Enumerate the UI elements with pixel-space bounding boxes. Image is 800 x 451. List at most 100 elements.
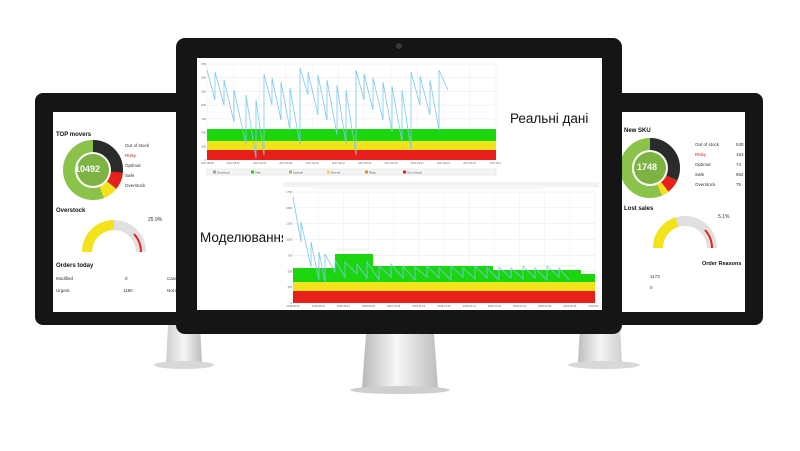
modeling-label: Моделювання	[200, 230, 289, 245]
x-tick-label: 2017.09.24	[437, 161, 451, 165]
new-sku-donut	[620, 138, 680, 198]
center-screen: 1750 1500 1250 1000 750 500 250 0 2017.08.28 201…	[197, 58, 602, 310]
x-tick-label: 2017.08.31	[227, 161, 241, 165]
y-tick-label: 1500	[286, 206, 292, 210]
new-sku-title: New SKU	[624, 128, 651, 134]
x-tick-label: 2017.09.06	[279, 161, 293, 165]
x-tick-label: 2019.01.21	[513, 304, 527, 308]
x-tick-label: 2017.09.18	[384, 161, 398, 165]
orders-title: Orders today	[56, 263, 94, 269]
y-tick-label: 750	[288, 253, 293, 257]
legend-value: 962	[736, 172, 744, 177]
x-tick-label: 2019.03.19	[589, 304, 599, 308]
right-monitor-stand	[568, 325, 640, 369]
lost-sales-title: Lost sales	[624, 206, 654, 212]
y-tick-label: 0	[205, 158, 207, 162]
overstock-percent: 25.9%	[148, 217, 163, 223]
x-tick-label: 2017.08.28	[201, 161, 214, 165]
x-tick-label: 2017.09.03	[253, 161, 267, 165]
x-tick-label: 2018.12.14	[463, 304, 477, 308]
orders-row-value: 1190	[123, 288, 133, 293]
x-tick-label: 2017.09.27	[463, 161, 477, 165]
y-tick-label: 750	[202, 117, 207, 121]
band-optimal	[293, 282, 595, 291]
real-data-label: Реальні дані	[510, 111, 589, 126]
real-data-chart: 1750 1500 1250 1000 750 500 250 0 2017.08.28 201…	[201, 60, 501, 180]
legend-item[interactable]: Safe	[255, 170, 261, 174]
orders-row-label: Modified	[56, 276, 74, 281]
left-monitor-stand	[154, 325, 214, 369]
lost-sales-gauge	[652, 216, 717, 249]
top-movers-title: TOP movers	[56, 132, 92, 138]
simulated-stock-line	[292, 196, 570, 283]
band-risky	[293, 291, 595, 303]
band-safe	[293, 254, 595, 284]
y-tick-label: 250	[288, 285, 293, 289]
stock-level-line	[206, 67, 449, 159]
x-tick-label: 2017.09.21	[411, 161, 425, 165]
y-tick-label: 1000	[201, 103, 207, 107]
band-safe	[207, 129, 496, 141]
lost-sales-percent: 5.1%	[718, 214, 730, 220]
legend-label: Overstock	[695, 182, 716, 187]
legend-label: Optimal	[125, 163, 141, 168]
orders-row-value: 0	[125, 276, 128, 281]
x-tick-label: 2018.09.10	[337, 304, 351, 308]
y-tick-label: 1750	[201, 62, 207, 66]
chart-toolbar-options[interactable]	[313, 185, 543, 189]
order-reasons-title: Order Reasons	[702, 261, 742, 267]
legend-label: Safe	[695, 172, 705, 177]
y-tick-label: 0	[291, 301, 293, 305]
x-tick-label: 2017.09.15	[358, 161, 372, 165]
orders-row-extra: Canc	[167, 276, 178, 281]
y-tick-label: 1000	[286, 238, 292, 242]
legend-value: 540	[736, 142, 744, 147]
x-tick-label: 2017.09.12	[332, 161, 346, 165]
y-tick-label: 1750	[286, 190, 292, 194]
legend-item[interactable]: Risky	[369, 170, 376, 174]
legend-item[interactable]: Overstock	[217, 170, 230, 174]
legend-label: Optimal	[695, 162, 711, 167]
order-reasons-value: 0	[650, 285, 653, 290]
legend-item[interactable]: Normal	[331, 170, 340, 174]
chart-legend-bar	[206, 168, 497, 176]
x-tick-label: 2018.08.03	[287, 304, 301, 308]
y-tick-label: 1500	[201, 76, 207, 80]
x-tick-label: 2019.02.28	[563, 304, 577, 308]
x-tick-label: 2018.09.29	[362, 304, 376, 308]
y-tick-label: 500	[202, 131, 207, 135]
legend-value: 74	[736, 162, 742, 167]
overstock-title: Overstock	[56, 208, 86, 214]
legend-item[interactable]: Out of stock	[407, 170, 423, 174]
legend-label: Risky	[695, 152, 706, 157]
top-movers-value: 10492	[75, 164, 101, 174]
legend-label: Overstock	[125, 183, 146, 188]
y-tick-label: 1250	[286, 222, 292, 226]
x-tick-label: 2017.09.09	[306, 161, 320, 165]
center-monitor-stand	[350, 334, 450, 394]
legend-label: Risky	[125, 153, 136, 158]
legend-value: 75	[736, 182, 742, 187]
left-dashboard: TOP movers 10492 Out of stock 1286 Risky…	[53, 112, 198, 312]
x-tick-label: 2018.11.06	[412, 304, 425, 308]
orders-row-extra: Not r	[167, 288, 177, 293]
band-optimal	[207, 141, 496, 150]
y-tick-label: 1250	[201, 89, 207, 93]
x-tick-label: 2018.11.25	[438, 304, 451, 308]
top-movers-donut	[63, 140, 123, 200]
new-sku-value: 1748	[637, 162, 658, 172]
x-tick-label: 2019.02.09	[538, 304, 552, 308]
x-tick-label: 2019.01.02	[488, 304, 502, 308]
x-tick-label: 2018.08.22	[312, 304, 326, 308]
legend-label: Safe	[125, 173, 135, 178]
order-reasons-value: 1173	[650, 274, 660, 279]
legend-label: Out of stock	[125, 143, 150, 148]
y-tick-label: 500	[288, 269, 293, 273]
band-risky	[207, 150, 496, 160]
x-tick-label: 2018.10.18	[387, 304, 401, 308]
legend-item[interactable]: Optimal	[293, 170, 303, 174]
right-dashboard: New SKU 1748 Out of stock 540 Risky 153 …	[600, 112, 745, 312]
legend-label: Out of stock	[695, 142, 720, 147]
orders-row-label: Urgent	[56, 288, 70, 293]
simulation-chart: 1750 1500 1250 1000 750 500 250 0 2018.08.03 201…	[283, 182, 599, 310]
